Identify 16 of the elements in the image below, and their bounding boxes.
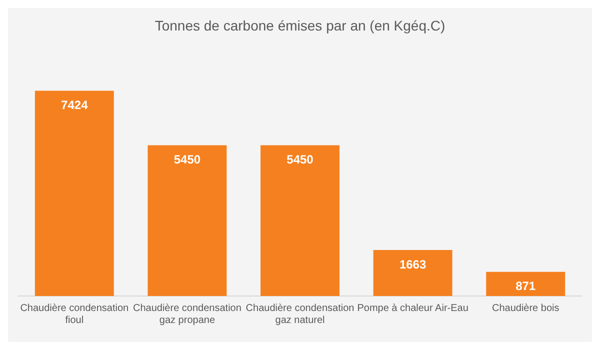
x-tick-label: Pompe à chaleur Air-Eau — [357, 302, 468, 314]
bar — [260, 145, 340, 296]
x-tick-label: Chaudière condensation gaz propane — [132, 302, 242, 326]
bar — [34, 90, 114, 296]
bar — [148, 145, 227, 296]
data-label: 5450 — [174, 152, 201, 167]
data-label: 1663 — [399, 257, 426, 272]
bar — [486, 272, 566, 296]
data-label: 5450 — [286, 152, 314, 167]
data-label: 871 — [516, 279, 536, 294]
x-tick-label: Chaudière condensation gaz naturel — [246, 302, 354, 326]
chart-title: Tonnes de carbone émises par an (en Kgéq.C) — [154, 17, 446, 34]
x-tick-label: Chaudière condensation fioul — [20, 302, 129, 326]
x-tick-label: Chaudière bois — [492, 302, 560, 314]
bar — [373, 250, 452, 296]
data-label: 7424 — [61, 98, 88, 112]
